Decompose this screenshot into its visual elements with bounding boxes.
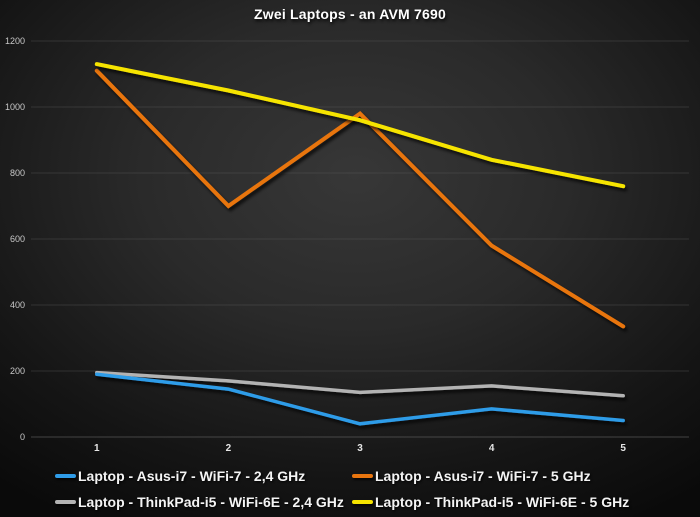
legend-item-asus-5ghz: Laptop - Asus-i7 - WiFi-7 - 5 GHz bbox=[352, 467, 591, 485]
legend-swatch-gray bbox=[55, 500, 76, 504]
x-tick-label: 5 bbox=[620, 443, 626, 454]
legend-swatch-orange bbox=[352, 474, 373, 478]
x-tick-label: 1 bbox=[94, 443, 100, 454]
x-tick-label: 3 bbox=[357, 443, 363, 454]
y-tick-label: 1000 bbox=[5, 102, 25, 112]
legend-item-asus-24ghz: Laptop - Asus-i7 - WiFi-7 - 2,4 GHz bbox=[55, 467, 305, 485]
legend-label: Laptop - ThinkPad-i5 - WiFi-6E - 5 GHz bbox=[375, 494, 630, 510]
y-tick-label: 600 bbox=[10, 234, 25, 244]
x-tick-label: 4 bbox=[489, 443, 495, 454]
series-line-1 bbox=[94, 68, 626, 329]
x-tick-label: 2 bbox=[226, 443, 232, 454]
legend-swatch-blue bbox=[55, 474, 76, 478]
series-line-2 bbox=[95, 370, 625, 398]
legend-swatch-yellow bbox=[352, 500, 373, 504]
legend-label: Laptop - Asus-i7 - WiFi-7 - 2,4 GHz bbox=[78, 468, 306, 484]
y-tick-label: 400 bbox=[10, 300, 25, 310]
y-tick-label: 200 bbox=[10, 366, 25, 376]
chart-title: Zwei Laptops - an AVM 7690 bbox=[254, 6, 446, 22]
y-tick-label: 1200 bbox=[5, 36, 25, 46]
legend-label: Laptop - Asus-i7 - WiFi-7 - 5 GHz bbox=[375, 468, 591, 484]
series-line-3 bbox=[94, 62, 626, 189]
line-chart-plot: 0 200 400 600 800 1000 1200 1 2 3 4 5 bbox=[5, 36, 689, 454]
legend-item-thinkpad-24ghz: Laptop - ThinkPad-i5 - WiFi-6E - 2,4 GHz bbox=[55, 493, 344, 511]
y-tick-label: 0 bbox=[20, 432, 25, 442]
legend-item-thinkpad-5ghz: Laptop - ThinkPad-i5 - WiFi-6E - 5 GHz bbox=[352, 493, 629, 511]
series-line-0 bbox=[95, 372, 625, 426]
legend-label: Laptop - ThinkPad-i5 - WiFi-6E - 2,4 GHz bbox=[78, 494, 344, 510]
y-tick-label: 800 bbox=[10, 168, 25, 178]
